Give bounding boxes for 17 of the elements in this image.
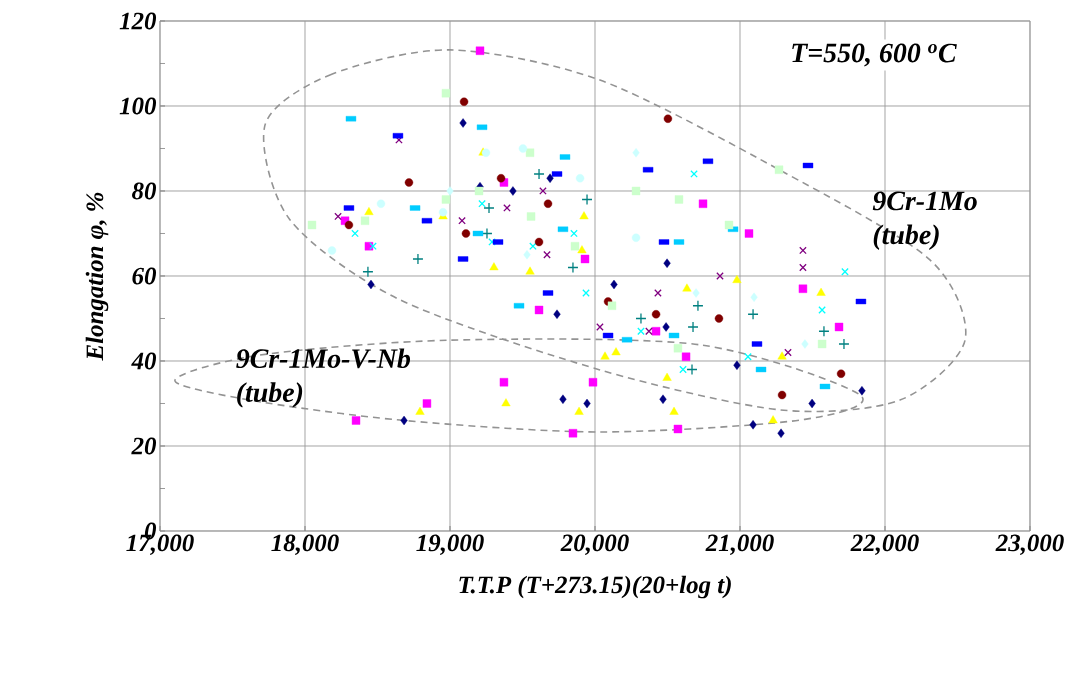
y-tick-label: 40 [131, 352, 157, 370]
y-tick-label: 20 [131, 437, 157, 455]
x-tick-label: 20,000 [560, 534, 629, 555]
y-tick-label: 100 [119, 97, 157, 115]
y-tick-label: 120 [119, 12, 157, 30]
x-tick-label: 22,000 [850, 534, 919, 555]
x-tick-label: 18,000 [271, 534, 339, 555]
x-tick-label: 21,000 [705, 534, 774, 555]
y-tick-label: 60 [132, 267, 157, 285]
x-tick-label: 19,000 [416, 534, 484, 555]
annotation: 9Cr-1Mo-V-Nb (tube) [236, 348, 411, 408]
y-axis-title: Elongation φ, % [85, 192, 109, 361]
y-tick-label: 80 [132, 182, 157, 200]
x-tick-label: 23,000 [995, 534, 1064, 555]
annotation: 9Cr-1Mo (tube) [872, 191, 977, 250]
x-axis-title: T.T.P (T+273.15)(20+log t) [459, 575, 731, 599]
annotation: T=550, 600 $^{o}$C [792, 43, 957, 67]
